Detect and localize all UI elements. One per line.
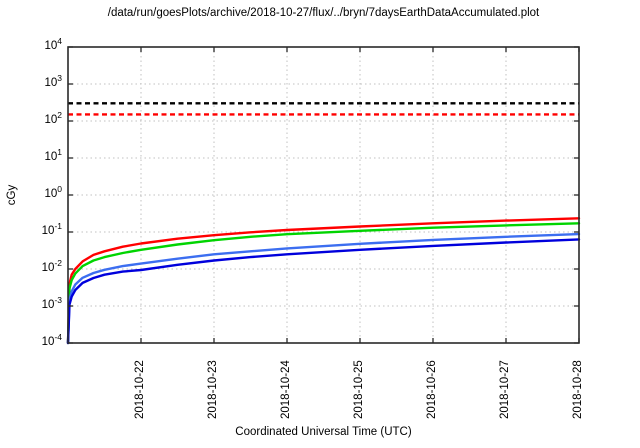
y-tick-label-10e1: 101 [44,147,62,163]
x-tick-label-2018-10-23: 2018-10-23 [207,360,219,419]
y-tick-label-10e-2: 10-2 [41,258,62,274]
dark-blue-curve [66,238,581,345]
y-tick-label-10e2: 102 [44,110,62,126]
y-tick-label-10e4: 104 [44,36,62,52]
x-tick-label-2018-10-25: 2018-10-25 [353,360,365,419]
tick-marks [68,46,580,344]
red-curve [66,217,581,345]
x-tick-label-2018-10-27: 2018-10-27 [499,360,511,419]
y-tick-label-10e-4: 10-4 [41,332,62,348]
x-tick-label-2018-10-22: 2018-10-22 [134,360,146,419]
x-tick-label-2018-10-24: 2018-10-24 [280,360,292,419]
y-tick-label-10e3: 103 [44,73,62,89]
x-tick-label-2018-10-26: 2018-10-26 [426,360,438,419]
x-tick-label-2018-10-28: 2018-10-28 [572,360,584,419]
y-tick-label-10e-3: 10-3 [41,295,62,311]
y-tick-label-10e0: 100 [44,184,62,200]
plot-title: /data/run/goesPlots/archive/2018-10-27/f… [107,7,540,19]
green-curve [66,222,581,345]
light-blue-curve [66,232,581,345]
x-axis-label: Coordinated Universal Time (UTC) [235,426,412,438]
grid-lines [68,47,579,343]
y-tick-label-10e-1: 10-1 [41,221,62,237]
threshold-lines [68,102,579,116]
data-curves [66,217,581,345]
